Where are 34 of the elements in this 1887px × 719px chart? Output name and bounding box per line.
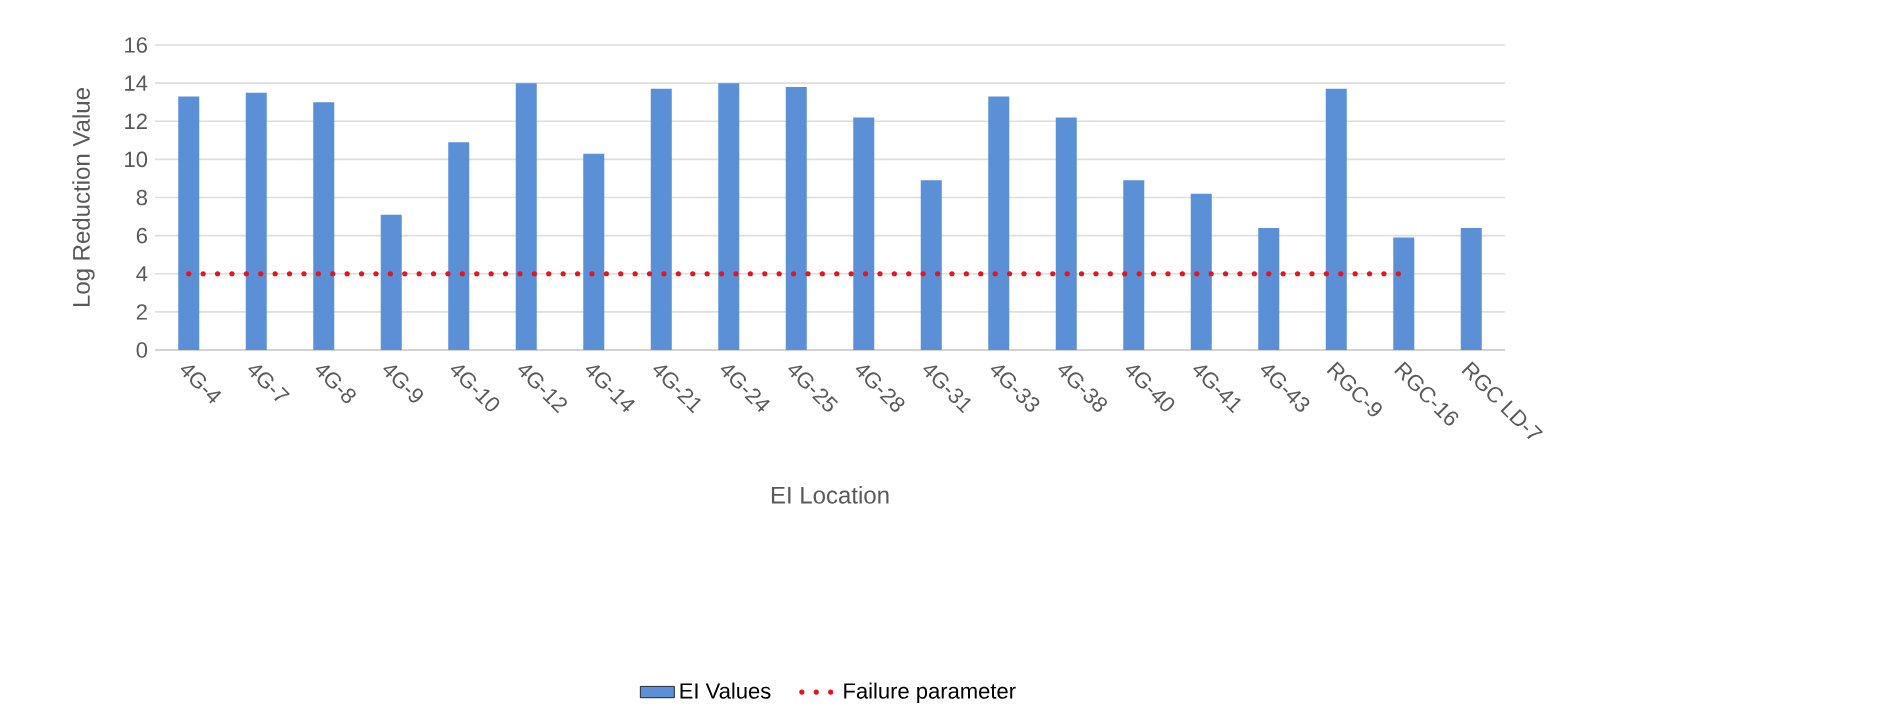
bar — [1460, 228, 1482, 350]
y-axis-title: Log Reduction Value — [72, 88, 95, 307]
bar — [988, 96, 1010, 350]
bar — [853, 117, 875, 350]
y-tick-label: 8 — [136, 189, 148, 206]
y-tick-label: 2 — [136, 304, 147, 320]
y-tick-label: 12 — [125, 113, 147, 129]
bar — [920, 180, 942, 350]
bar — [1258, 228, 1280, 350]
bar — [313, 102, 335, 350]
legend-label: EI Values — [680, 682, 771, 699]
bar — [1055, 117, 1077, 350]
x-tick-label: 4G-7 — [248, 365, 290, 401]
bar — [718, 83, 740, 350]
bar — [583, 153, 605, 350]
bar — [178, 96, 200, 350]
bar — [245, 92, 267, 350]
legend-label: Failure parameter — [844, 682, 1016, 704]
bar — [1325, 88, 1347, 350]
y-tick-label: 6 — [136, 227, 148, 244]
bar — [380, 214, 402, 350]
bar — [1123, 180, 1145, 350]
bar — [448, 142, 470, 350]
bar — [650, 88, 672, 350]
y-tick-label: 16 — [125, 37, 147, 53]
bar — [1190, 193, 1212, 350]
y-tick-label: 14 — [125, 75, 148, 91]
x-axis-title: EI Location — [771, 486, 889, 504]
bar — [785, 86, 807, 350]
y-tick-label: 0 — [136, 342, 148, 358]
bar — [1393, 237, 1415, 350]
bar — [515, 83, 537, 350]
y-tick-label: 4 — [136, 266, 148, 282]
y-tick-label: 10 — [125, 151, 148, 168]
